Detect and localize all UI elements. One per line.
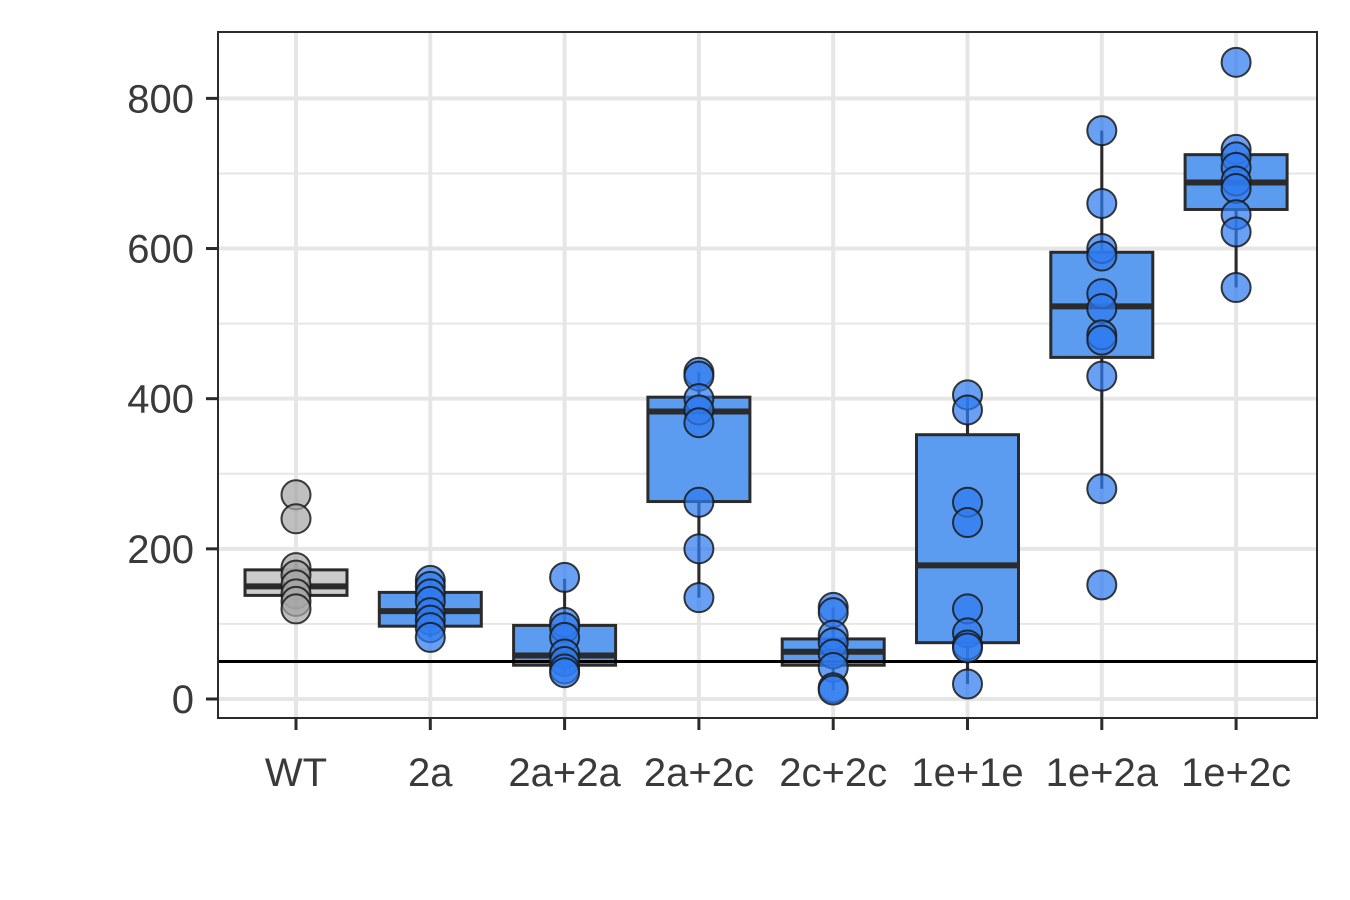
y-tick-label: 600	[127, 228, 194, 272]
data-point	[1220, 46, 1252, 78]
point-layer	[280, 46, 1252, 706]
y-tick-label: 800	[127, 77, 194, 121]
data-point	[549, 657, 581, 689]
data-point	[683, 486, 715, 518]
x-tick-label: 1e+1e	[911, 751, 1023, 795]
plot-panel-border	[217, 31, 1318, 719]
data-point	[1086, 569, 1118, 601]
x-tick-label: 1e+2a	[1046, 751, 1159, 795]
box-layer	[243, 130, 1289, 690]
data-point	[1220, 272, 1252, 304]
data-point	[952, 668, 983, 700]
data-point	[1086, 240, 1118, 272]
data-point	[414, 621, 446, 653]
data-point	[1086, 360, 1118, 392]
x-tick-label: 2a+2a	[508, 751, 621, 795]
y-tick-label: 400	[127, 378, 194, 422]
x-tick-label: WT	[265, 751, 327, 795]
data-point	[683, 407, 715, 439]
data-point	[1086, 187, 1118, 219]
data-point	[952, 507, 983, 539]
y-axis: 0 200 400 600 800	[127, 77, 218, 722]
data-point	[1086, 473, 1118, 505]
y-tick-label: 0	[172, 678, 194, 722]
data-point	[280, 503, 312, 535]
data-point	[1086, 324, 1118, 356]
data-point	[1086, 115, 1118, 147]
data-point	[952, 632, 983, 664]
data-point	[952, 394, 983, 426]
x-axis: WT 2a 2a+2a 2a+2c 2c+2c 1e+1e 1e+2a 1e+2c	[265, 718, 1291, 795]
x-tick-label: 2a	[408, 751, 453, 795]
y-tick-label: 200	[127, 528, 194, 572]
data-point	[549, 561, 581, 593]
x-tick-label: 2c+2c	[779, 751, 887, 795]
x-tick-label: 2a+2c	[644, 751, 754, 795]
data-point	[683, 533, 715, 565]
data-point	[817, 674, 849, 706]
data-point	[1220, 216, 1252, 248]
data-point	[280, 593, 312, 625]
data-point	[1086, 293, 1118, 325]
data-point	[1220, 172, 1252, 204]
x-tick-label: 1e+2c	[1181, 751, 1291, 795]
data-point	[683, 582, 715, 614]
